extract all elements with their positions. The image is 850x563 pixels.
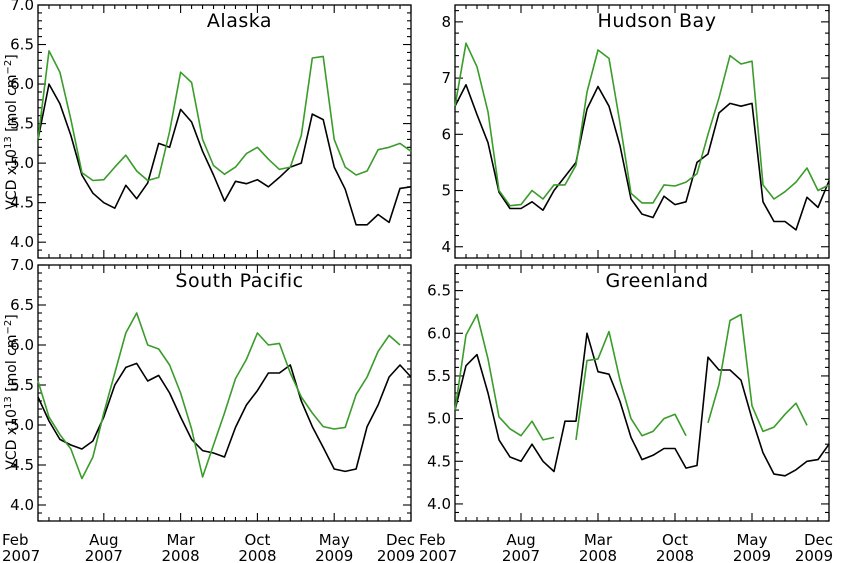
y-tick-label: 6.5 <box>10 36 34 54</box>
y-tick-label: 7 <box>441 69 451 87</box>
x-tick-label-year: 2008 <box>162 547 200 563</box>
panel-title: Alaska <box>207 10 272 32</box>
y-tick-label: 6.0 <box>10 336 34 354</box>
x-tick-label-year: 2008 <box>579 547 617 563</box>
y-tick-label: 4.5 <box>427 452 451 470</box>
y-tick-label: 6.0 <box>10 75 34 93</box>
plot-frame <box>37 264 412 522</box>
y-tick-label: 4.5 <box>10 456 34 474</box>
x-tick-label-year: 2007 <box>85 547 123 563</box>
series-line-black <box>454 332 830 477</box>
y-tick-label: 6.5 <box>427 282 451 300</box>
y-tick-label: 5.5 <box>10 115 34 133</box>
y-tick-label: 5.0 <box>10 154 34 172</box>
panel-title: Greenland <box>605 270 708 292</box>
y-tick-label: 4.5 <box>10 194 34 212</box>
y-tick-label: 7.0 <box>10 0 34 14</box>
x-tick-label-month: Mar <box>584 531 613 549</box>
panel-1: 4.0 4.5 5.0 5.5 6.0 6.5 7.0 Alaska <box>10 0 412 259</box>
x-tick-label-month: Oct <box>662 531 688 549</box>
x-tick-label-year: 2009 <box>315 547 353 563</box>
series-line-green <box>37 312 401 480</box>
x-tick-label-month: Feb <box>419 531 446 549</box>
panel-title: Hudson Bay <box>598 10 717 32</box>
x-tick-label-month: Aug <box>506 531 535 549</box>
x-tick-label-month: Dec <box>804 531 833 549</box>
y-tick-label: 8 <box>441 13 451 31</box>
series-line-black <box>37 83 412 226</box>
panel-2: 4 5 6 7 8 Hudson Bay <box>441 4 830 259</box>
y-tick-label: 6.5 <box>10 296 34 314</box>
y-tick-label: 4.0 <box>427 495 451 513</box>
panel-3: 4.04.55.05.56.06.57.0Feb2007Aug2007Mar20… <box>2 256 415 563</box>
x-tick-label-month: May <box>319 531 350 549</box>
y-tick-label: 6.0 <box>427 324 451 342</box>
series-line-green <box>37 50 412 182</box>
panel-title: South Pacific <box>175 270 303 292</box>
series-line-green <box>454 42 830 207</box>
x-tick-label-month: Feb <box>2 531 29 549</box>
x-tick-label-month: May <box>736 531 767 549</box>
x-tick-label-year: 2008 <box>238 547 276 563</box>
x-tick-label-year: 2009 <box>377 547 415 563</box>
y-tick-label: 4.0 <box>10 496 34 514</box>
x-tick-label-year: 2007 <box>419 547 457 563</box>
series-line-green <box>454 313 808 441</box>
y-tick-label: 7.0 <box>10 256 34 274</box>
x-tick-label-year: 2007 <box>502 547 540 563</box>
y-tick-label: 5.5 <box>427 367 451 385</box>
y-axis-label-top: VCD x1013 [mol cm−2] <box>3 54 20 209</box>
x-tick-label-month: Aug <box>89 531 118 549</box>
x-tick-label-year: 2009 <box>795 547 833 563</box>
y-tick-label: 5 <box>441 182 451 200</box>
panel-4: 4.04.55.05.56.06.5Feb2007Aug2007Mar2008O… <box>419 264 833 563</box>
x-tick-label-year: 2007 <box>2 547 40 563</box>
y-axis-label-bottom: VCD x1013 [mol cm−2] <box>3 314 20 469</box>
y-tick-label: 5.0 <box>10 416 34 434</box>
x-tick-label-month: Oct <box>244 531 270 549</box>
y-tick-label: 4.0 <box>10 233 34 251</box>
x-tick-label-year: 2008 <box>656 547 694 563</box>
panels: 4.0 4.5 5.0 5.5 6.0 6.5 7.0 Alaska 4 5 6 7 8 Hudson B… <box>2 0 833 563</box>
y-tick-label: 6 <box>441 125 451 143</box>
y-tick-label: 5.0 <box>427 410 451 428</box>
x-tick-label-year: 2009 <box>733 547 771 563</box>
y-tick-label: 5.5 <box>10 376 34 394</box>
y-tick-label: 4 <box>441 238 451 256</box>
series-line-black <box>454 84 830 231</box>
x-tick-label-month: Mar <box>166 531 195 549</box>
plot-frame <box>454 264 830 522</box>
x-tick-label-month: Dec <box>386 531 415 549</box>
